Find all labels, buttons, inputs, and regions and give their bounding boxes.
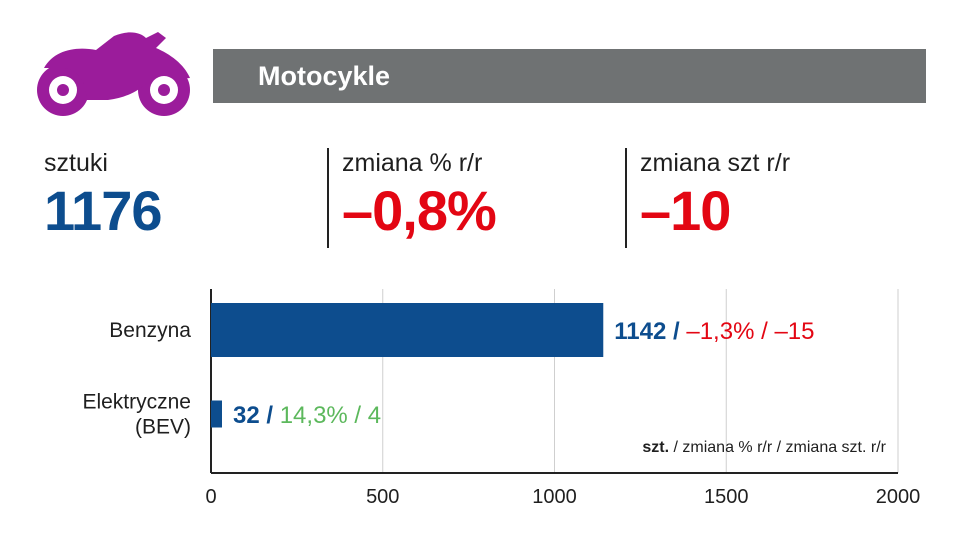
x-tick-label: 0 bbox=[205, 486, 216, 508]
stat-pct-change-label: zmiana % r/r bbox=[342, 149, 483, 177]
data-label-count: 32 bbox=[233, 402, 260, 429]
stat-unit-change-value: –10 bbox=[640, 179, 731, 242]
stat-pct-change-value: –0,8% bbox=[342, 179, 497, 242]
bar bbox=[211, 400, 222, 428]
data-label-pct-change: –1,3% bbox=[686, 318, 754, 345]
data-label-pct-change: 14,3% bbox=[280, 402, 348, 429]
bar-chart: 0 500 1000 1500 2000 Benzyna 1142 / –1,3% / –1… bbox=[82, 289, 921, 508]
stat-unit-change: zmiana szt r/r –10 bbox=[640, 148, 790, 242]
data-label-separator: / bbox=[754, 318, 774, 345]
page-title: Motocykle bbox=[258, 60, 391, 91]
stat-units-value: 1176 bbox=[44, 179, 162, 242]
data-label: 32 / 14,3% / 4 bbox=[233, 402, 381, 429]
data-label-separator: / bbox=[260, 402, 280, 429]
data-label-unit-change: –15 bbox=[774, 318, 814, 345]
stat-unit-change-label: zmiana szt r/r bbox=[640, 149, 791, 177]
x-tick-label: 500 bbox=[366, 486, 399, 508]
legend-note: szt. / zmiana % r/r / zmiana szt. r/r bbox=[642, 439, 886, 456]
stat-divider bbox=[327, 148, 329, 248]
data-label: 1142 / –1,3% / –15 bbox=[614, 318, 814, 345]
x-tick-label: 1500 bbox=[704, 486, 749, 508]
title-bar: Motocykle bbox=[213, 49, 926, 103]
bar bbox=[211, 303, 604, 357]
x-tick-label: 1000 bbox=[532, 486, 577, 508]
category-label: (BEV) bbox=[135, 416, 191, 439]
x-tick-label: 2000 bbox=[876, 486, 921, 508]
category-label: Benzyna bbox=[109, 319, 191, 342]
stat-units: sztuki 1176 bbox=[44, 148, 162, 242]
motorcycle-icon bbox=[37, 32, 190, 116]
category-label: Elektryczne bbox=[82, 391, 191, 414]
stat-divider bbox=[625, 148, 627, 248]
data-label-separator: / bbox=[666, 318, 686, 345]
data-label-unit-change: 4 bbox=[368, 402, 381, 429]
stat-pct-change: zmiana % r/r –0,8% bbox=[342, 148, 497, 242]
legend-note-unit: szt. bbox=[642, 439, 669, 456]
legend-note-text: / zmiana % r/r / zmiana szt. r/r bbox=[669, 439, 887, 456]
data-label-separator: / bbox=[348, 402, 368, 429]
stat-units-label: sztuki bbox=[44, 149, 108, 177]
data-label-count: 1142 bbox=[614, 318, 666, 345]
